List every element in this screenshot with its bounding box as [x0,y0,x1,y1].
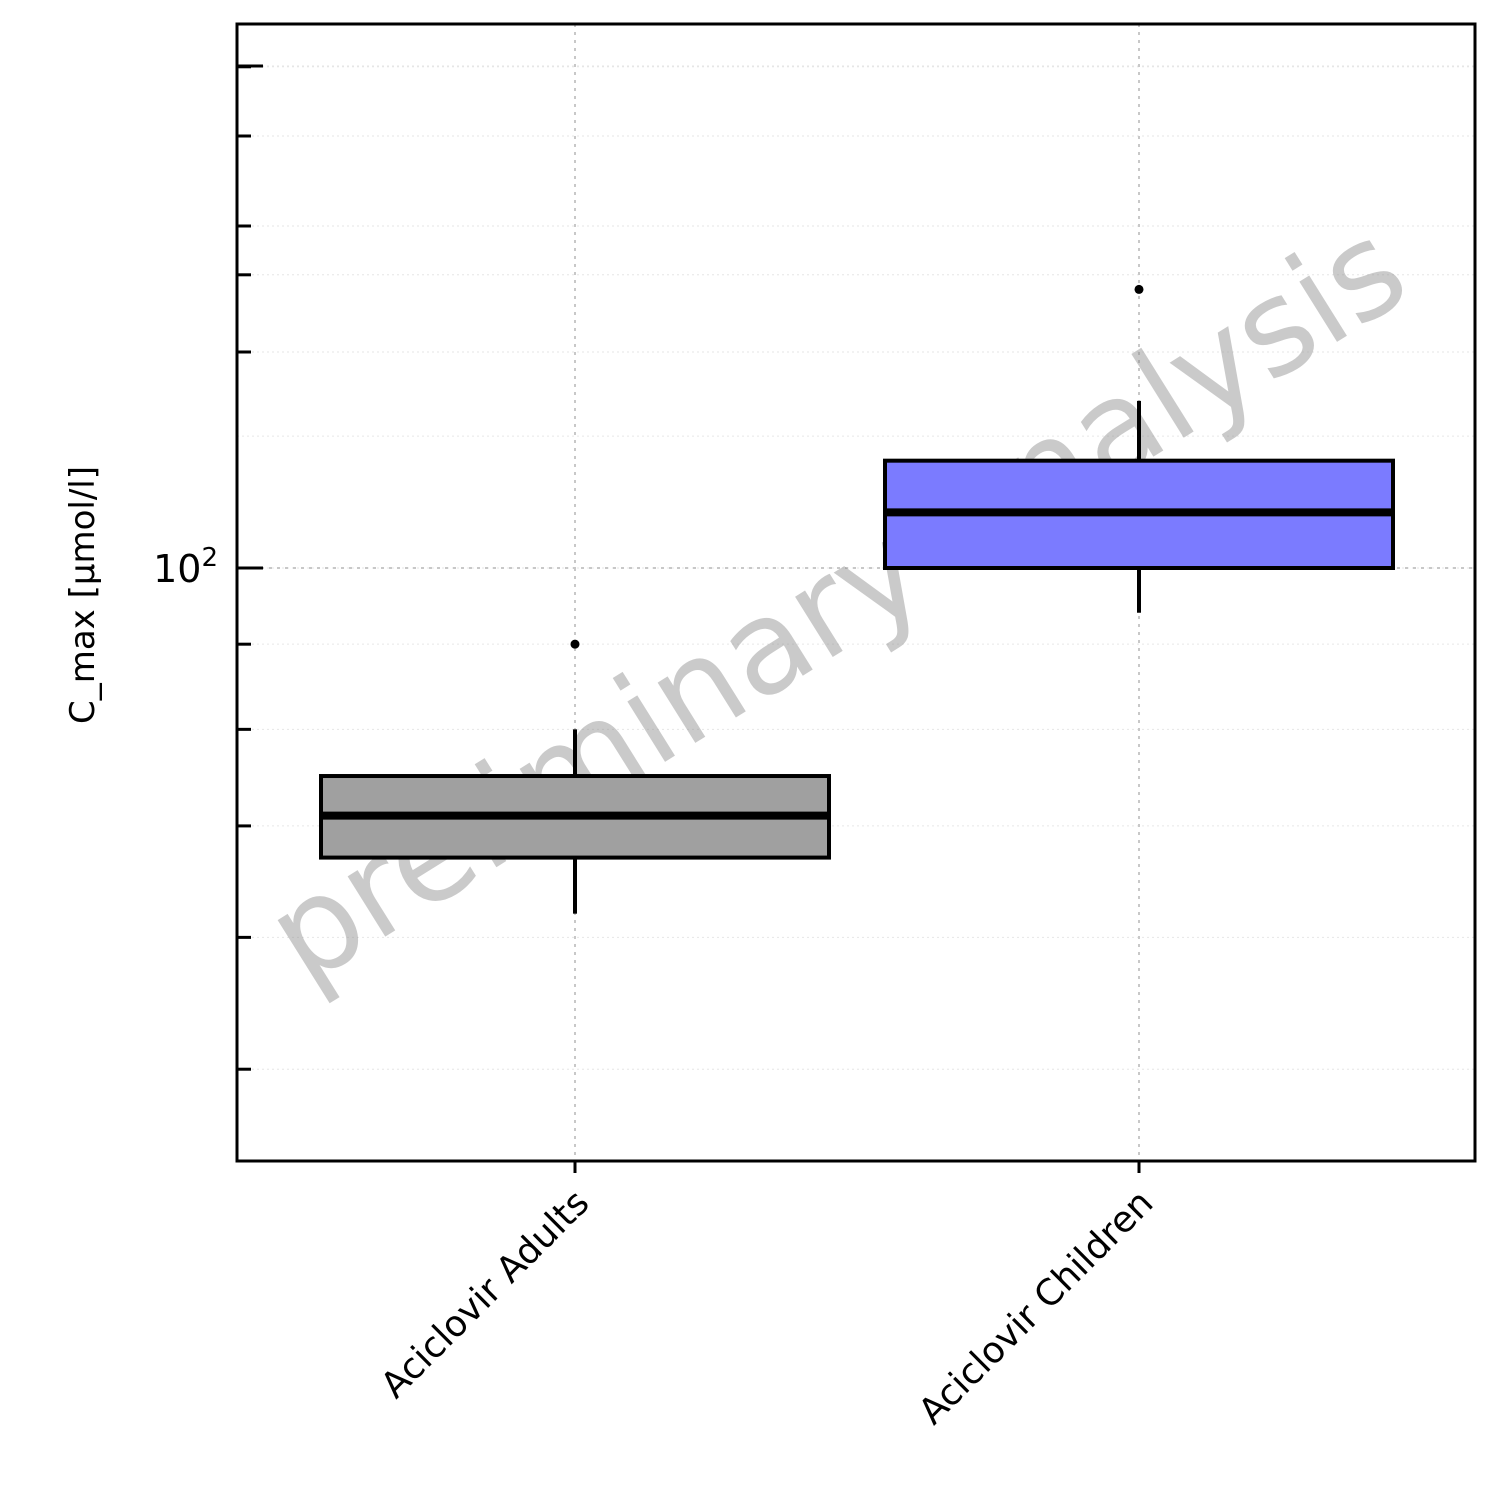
y-ticks: 102 [153,64,263,1071]
x-tick-label: Aciclovir Children [911,1182,1161,1432]
y-axis-label: C_max [µmol/l] [63,466,103,724]
watermark-text: preliminary analysis [241,191,1431,1013]
y-tick-label: 102 [153,543,218,591]
outlier-point [1134,284,1144,294]
x-tick-label: Aciclovir Adults [373,1182,597,1406]
outlier-point [570,639,580,649]
x-ticks: Aciclovir Adults Aciclovir Children [373,1161,1161,1433]
boxes [319,284,1395,914]
plot-frame [235,22,1477,1163]
